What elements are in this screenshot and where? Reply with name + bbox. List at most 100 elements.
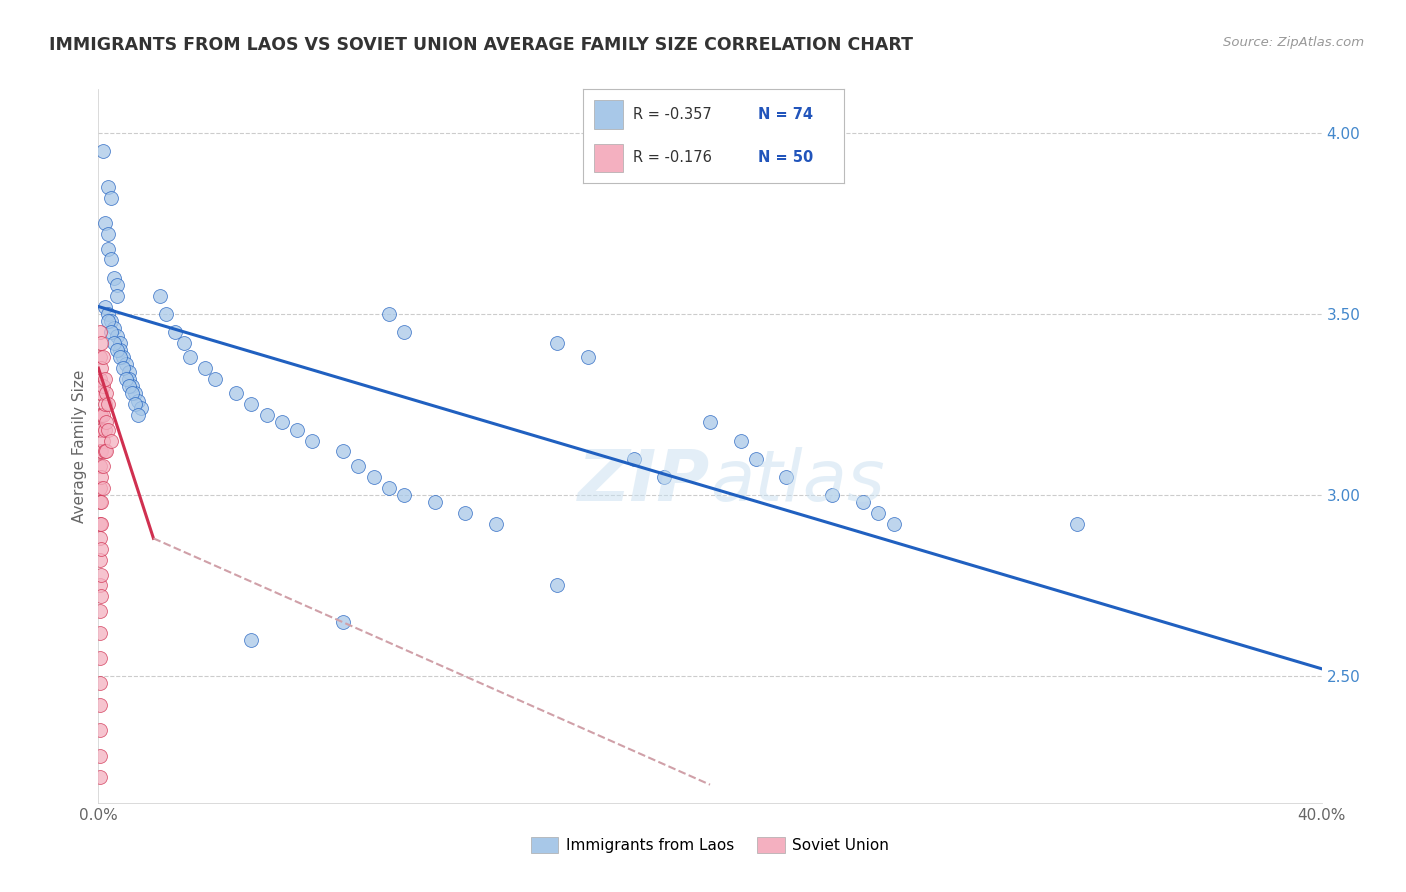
- Point: [775, 470, 797, 484]
- Point: [89, 408, 111, 422]
- Point: [121, 379, 143, 393]
- Point: [89, 578, 111, 592]
- Point: [105, 343, 128, 357]
- Point: [546, 578, 568, 592]
- Bar: [593, 101, 623, 128]
- Point: [108, 351, 131, 365]
- Point: [100, 314, 122, 328]
- Point: [121, 386, 143, 401]
- Point: [179, 351, 201, 365]
- Point: [301, 434, 323, 448]
- Point: [129, 401, 152, 415]
- Point: [91, 434, 114, 448]
- Point: [90, 590, 112, 604]
- Point: [127, 393, 149, 408]
- Point: [745, 451, 768, 466]
- Point: [89, 748, 111, 763]
- Point: [124, 386, 146, 401]
- Point: [93, 372, 115, 386]
- Point: [89, 698, 111, 712]
- Point: [91, 144, 114, 158]
- Point: [118, 372, 141, 386]
- Point: [103, 335, 125, 350]
- Point: [89, 444, 111, 458]
- Point: [100, 252, 122, 267]
- Point: [97, 242, 120, 256]
- Point: [97, 227, 120, 241]
- Y-axis label: Average Family Size: Average Family Size: [72, 369, 87, 523]
- Bar: [593, 144, 623, 171]
- Point: [363, 470, 385, 484]
- Point: [111, 361, 134, 376]
- Point: [89, 458, 111, 473]
- Point: [652, 470, 675, 484]
- Point: [546, 335, 568, 350]
- Point: [149, 288, 172, 302]
- Point: [91, 458, 114, 473]
- Text: IMMIGRANTS FROM LAOS VS SOVIET UNION AVERAGE FAMILY SIZE CORRELATION CHART: IMMIGRANTS FROM LAOS VS SOVIET UNION AVE…: [49, 36, 914, 54]
- Point: [94, 386, 117, 401]
- Point: [173, 335, 195, 350]
- Point: [883, 516, 905, 531]
- Point: [91, 408, 114, 422]
- Point: [100, 191, 122, 205]
- Point: [576, 351, 599, 365]
- Point: [127, 408, 149, 422]
- Point: [93, 444, 115, 458]
- Point: [699, 416, 721, 430]
- Point: [332, 615, 354, 629]
- Point: [118, 365, 141, 379]
- Point: [89, 553, 111, 567]
- Text: R = -0.176: R = -0.176: [633, 150, 711, 165]
- Point: [868, 506, 890, 520]
- Point: [105, 277, 128, 292]
- Legend: Immigrants from Laos, Soviet Union: Immigrants from Laos, Soviet Union: [524, 831, 896, 859]
- Point: [378, 307, 401, 321]
- Point: [89, 481, 111, 495]
- Point: [89, 723, 111, 738]
- Point: [100, 325, 122, 339]
- Point: [90, 516, 112, 531]
- Point: [89, 532, 111, 546]
- Text: Source: ZipAtlas.com: Source: ZipAtlas.com: [1223, 36, 1364, 49]
- Point: [111, 351, 134, 365]
- Point: [852, 495, 875, 509]
- Point: [454, 506, 477, 520]
- Point: [118, 379, 141, 393]
- Point: [94, 444, 117, 458]
- Point: [89, 676, 111, 690]
- Point: [97, 314, 120, 328]
- Point: [97, 307, 120, 321]
- Point: [423, 495, 446, 509]
- Point: [90, 361, 112, 376]
- Point: [89, 771, 111, 785]
- Text: N = 50: N = 50: [758, 150, 813, 165]
- Point: [89, 495, 111, 509]
- Point: [89, 372, 111, 386]
- Point: [194, 361, 217, 376]
- Point: [94, 416, 117, 430]
- Point: [90, 567, 112, 582]
- Point: [89, 516, 111, 531]
- Point: [108, 343, 131, 357]
- Point: [103, 321, 125, 335]
- Point: [1066, 516, 1088, 531]
- Point: [90, 408, 112, 422]
- Point: [105, 288, 128, 302]
- Text: N = 74: N = 74: [758, 107, 813, 122]
- Point: [89, 325, 111, 339]
- Point: [204, 372, 226, 386]
- Point: [90, 423, 112, 437]
- Point: [89, 625, 111, 640]
- Text: ZIP: ZIP: [578, 447, 710, 516]
- Point: [97, 423, 120, 437]
- Point: [91, 481, 114, 495]
- Point: [93, 397, 115, 411]
- Point: [89, 604, 111, 618]
- Point: [97, 397, 120, 411]
- Point: [91, 379, 114, 393]
- Point: [93, 216, 115, 230]
- Point: [93, 300, 115, 314]
- Point: [89, 651, 111, 665]
- Point: [115, 358, 138, 372]
